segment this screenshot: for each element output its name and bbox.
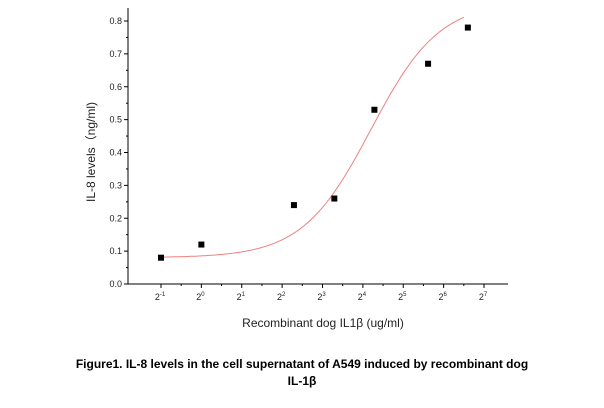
x-tick-label: 20 xyxy=(196,292,205,302)
y-axis-title: IL-8 levels（ng/ml) xyxy=(84,102,98,202)
fit-curve xyxy=(161,16,465,258)
x-tick-label: 26 xyxy=(438,292,447,302)
y-tick-label: 0.2 xyxy=(109,213,122,223)
figure-caption-line2: IL-1β xyxy=(287,374,317,388)
y-tick-label: 0.6 xyxy=(109,82,122,92)
y-tick-label: 0.0 xyxy=(109,279,122,289)
y-tick-label: 0.1 xyxy=(109,246,122,256)
x-tick-label: 21 xyxy=(237,292,246,302)
y-tick-label: 0.7 xyxy=(109,49,122,59)
x-tick-label: 23 xyxy=(317,292,326,302)
data-point xyxy=(158,254,164,261)
data-point xyxy=(371,106,378,113)
data-point xyxy=(198,241,205,248)
x-tick-label: 27 xyxy=(479,292,488,302)
figure-caption-line1: Figure1. IL-8 levels in the cell superna… xyxy=(75,357,529,371)
x-tick-label: 2-1 xyxy=(155,292,166,302)
x-tick-label: 25 xyxy=(398,292,407,302)
data-point xyxy=(331,195,338,202)
x-tick-label: 24 xyxy=(358,292,367,302)
x-tick-label: 22 xyxy=(277,292,286,302)
y-tick-label: 0.4 xyxy=(109,148,122,158)
y-tick-label: 0.5 xyxy=(109,115,122,125)
x-axis-title: Recombinant dog IL1β (ug/ml) xyxy=(242,316,404,330)
data-point xyxy=(464,24,471,31)
y-tick-label: 0.8 xyxy=(109,16,122,26)
data-point xyxy=(290,202,297,209)
data-point xyxy=(425,60,432,67)
y-tick-label: 0.3 xyxy=(109,180,122,190)
